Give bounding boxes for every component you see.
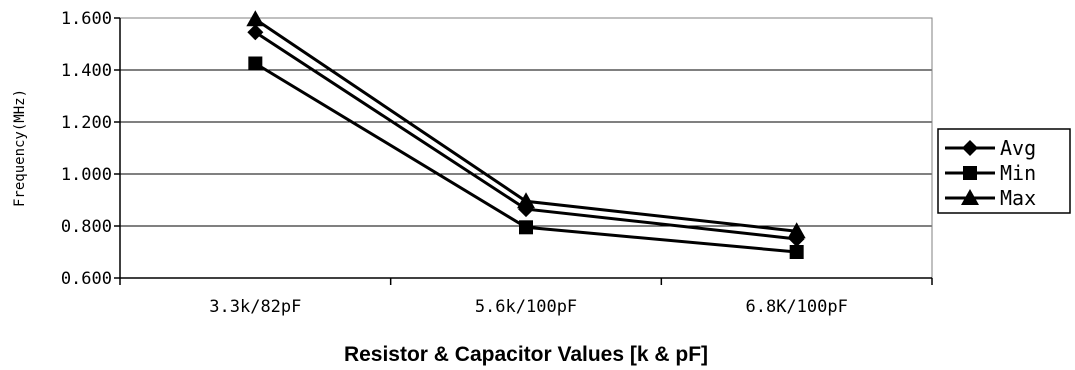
- y-tick-label: 0.800: [61, 217, 112, 237]
- data-point-min: [519, 220, 533, 235]
- y-tick-label: 1.600: [61, 9, 112, 29]
- legend-marker-min: [963, 166, 977, 180]
- x-tick-label: 5.6k/100pF: [475, 297, 577, 317]
- data-point-avg: [247, 24, 264, 41]
- y-tick-label: 1.200: [61, 113, 112, 133]
- y-tick-label: 1.000: [61, 165, 112, 185]
- series-avg: [247, 24, 805, 247]
- y-axis-label: Frequency(MHz): [12, 89, 28, 207]
- series-min: [248, 56, 804, 259]
- legend-marker-avg: [962, 140, 978, 156]
- x-axis-ticks: 3.3k/82pF 5.6k/100pF 6.8K/100pF: [119, 278, 933, 317]
- x-tick-label: 6.8K/100pF: [745, 297, 847, 317]
- plot-area-border: [119, 17, 933, 279]
- legend-label-min: Min: [1000, 161, 1036, 185]
- data-point-max: [517, 192, 535, 209]
- x-axis-label: Resistor & Capacitor Values [k & pF]: [344, 343, 708, 366]
- legend-label-max: Max: [1000, 186, 1036, 210]
- x-tick-label: 3.3k/82pF: [209, 297, 301, 317]
- legend-item-avg: Avg: [945, 136, 1036, 160]
- data-point-min: [248, 56, 263, 71]
- data-point-min: [789, 245, 804, 259]
- series-max: [246, 10, 806, 239]
- legend-item-max: Max: [945, 186, 1036, 210]
- y-tick-label: 1.400: [61, 61, 112, 81]
- legend-marker-max: [961, 189, 979, 205]
- y-tick-label: 0.600: [61, 269, 112, 289]
- y-axis-ticks: 0.600 0.800 1.000 1.200 1.400 1.600: [61, 9, 120, 289]
- legend-item-min: Min: [945, 161, 1036, 185]
- data-point-max: [787, 222, 806, 239]
- legend-label-avg: Avg: [1000, 136, 1036, 160]
- series-group: [246, 10, 806, 259]
- data-point-max: [246, 10, 265, 27]
